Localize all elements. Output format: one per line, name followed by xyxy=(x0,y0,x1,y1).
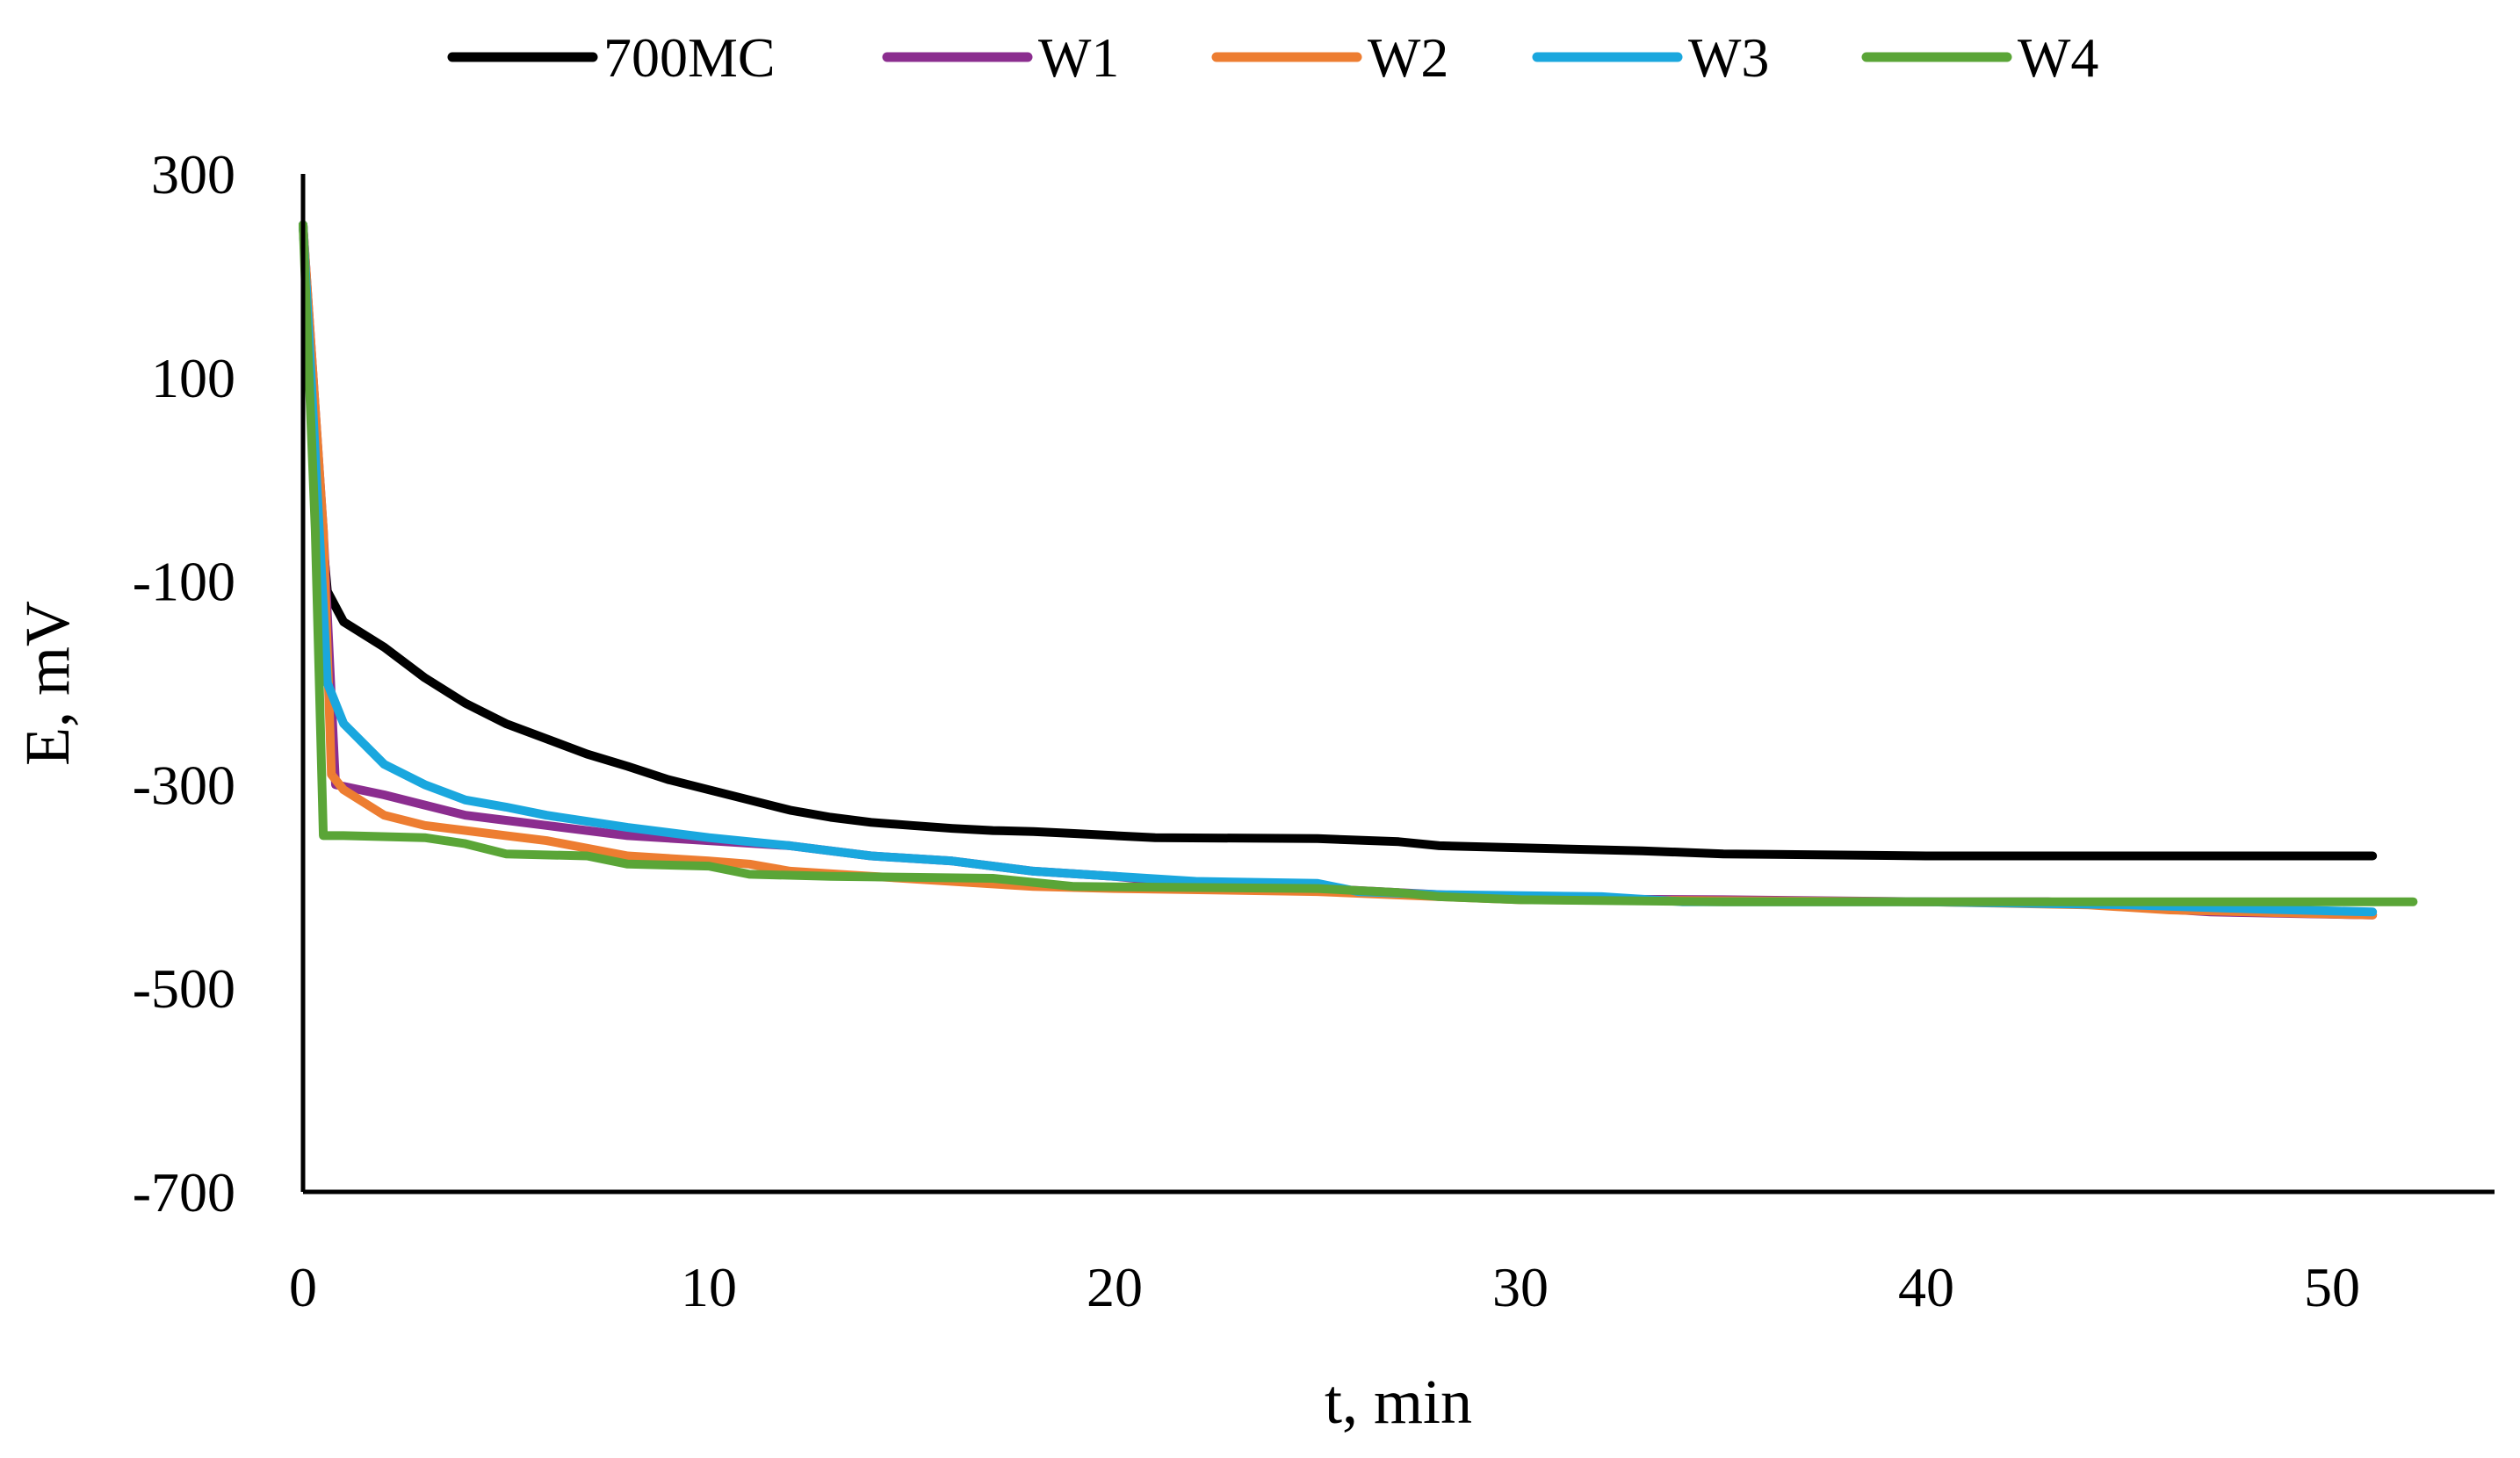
y-tick-labels: 300 100 -100 -300 -500 -700 xyxy=(133,143,235,1223)
x-axis-title: t, min xyxy=(1325,1367,1472,1437)
y-axis-title: E, mV xyxy=(12,601,83,766)
x-tick-label: 30 xyxy=(1492,1256,1549,1318)
legend-label: W1 xyxy=(1038,26,1119,89)
x-tick-label: 20 xyxy=(1087,1256,1143,1318)
series-line-700mc xyxy=(299,220,2378,861)
legend-item-w4: W4 xyxy=(1861,26,2098,89)
legend-label: 700MC xyxy=(603,26,776,89)
legend-label: W4 xyxy=(2018,26,2098,89)
y-tick-label: -300 xyxy=(133,754,235,816)
y-tick-label: -100 xyxy=(133,551,235,613)
series-line-w2 xyxy=(299,220,2378,920)
legend-label: W2 xyxy=(1368,26,1448,89)
legend-item-w3: W3 xyxy=(1532,26,1769,89)
x-tick-label: 10 xyxy=(681,1256,737,1318)
legend: 700MC W1 W2 W3 W4 xyxy=(447,26,2098,89)
y-tick-label: -700 xyxy=(133,1161,235,1223)
x-tick-label: 50 xyxy=(2304,1256,2360,1318)
y-tick-label: 300 xyxy=(151,143,235,206)
series-line-w3 xyxy=(299,220,2378,917)
legend-item-w1: W1 xyxy=(882,26,1119,89)
legend-item-700mc: 700MC xyxy=(447,26,776,89)
axes xyxy=(300,174,2495,1195)
legend-label: W3 xyxy=(1688,26,1769,89)
y-tick-label: -500 xyxy=(133,957,235,1020)
x-tick-labels: 0 10 20 30 40 50 xyxy=(289,1256,2360,1318)
legend-item-w2: W2 xyxy=(1211,26,1448,89)
series-line-w1 xyxy=(299,220,2378,920)
y-tick-label: 100 xyxy=(151,347,235,409)
series-layer xyxy=(299,220,2418,920)
x-tick-label: 40 xyxy=(1898,1256,1954,1318)
series-line-w4 xyxy=(299,220,2418,906)
x-tick-label: 0 xyxy=(289,1256,317,1318)
